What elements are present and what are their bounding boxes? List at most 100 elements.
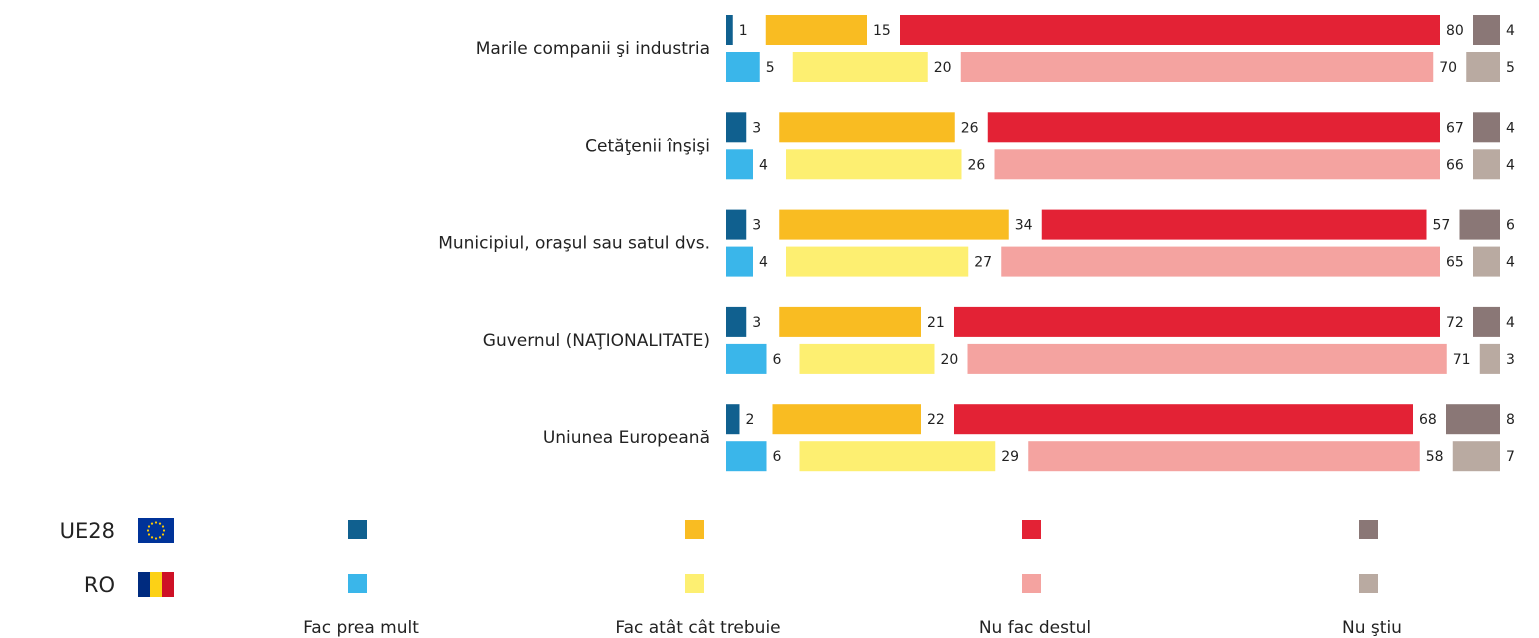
value-label: 4 [759,157,768,173]
bar-segment [1452,441,1500,472]
bar-segment [726,15,733,45]
bar-segment [765,15,867,45]
value-label: 80 [1446,23,1464,39]
bar-segment [726,112,747,143]
value-label: 68 [1419,412,1437,428]
value-label: 1 [739,23,748,39]
value-label: 4 [1506,315,1515,331]
bar-segment [994,149,1440,180]
legend-swatch [348,574,367,593]
bar-segment [792,52,928,82]
value-label: 4 [1506,157,1515,173]
bar-segment [726,404,740,435]
eu-flag [138,518,174,543]
bar-segment [960,52,1434,82]
category-label: Marile companii şi industria [476,39,710,59]
bar-segment [954,404,1413,435]
bar-segment [799,343,935,374]
bar-segment [1459,209,1500,240]
value-label: 7 [1506,449,1515,465]
value-label: 34 [1015,218,1033,234]
legend-group-label: RO [84,573,115,597]
legend-swatch [1022,520,1041,539]
bar-segment [779,112,955,143]
value-label: 26 [961,120,979,136]
legend-label: Fac atât cât trebuie [615,618,780,638]
bar-segment [1028,441,1420,472]
bar-segment [726,306,747,337]
value-label: 6 [773,449,782,465]
bar-segment [1473,15,1500,45]
bar-segment [726,209,747,240]
value-label: 3 [752,120,761,136]
value-label: 20 [934,60,952,76]
value-label: 66 [1446,157,1464,173]
bar-segment [1466,52,1500,82]
legend-swatch [1359,520,1378,539]
bar-segment [779,306,921,337]
value-label: 29 [1001,449,1019,465]
value-label: 4 [759,255,768,271]
legend-group-label: UE28 [60,519,115,543]
bar-segment [772,404,921,435]
bar-segment [1446,404,1500,435]
value-label: 15 [873,23,891,39]
bar-segment [726,441,767,472]
bar-segment [726,343,767,374]
category-label: Cetăţenii înşişi [585,136,710,156]
value-label: 21 [927,315,945,331]
value-label: 67 [1446,120,1464,136]
bar-segment [726,149,753,180]
bar-segment [967,343,1447,374]
bar-segment [786,246,969,277]
value-label: 5 [1506,60,1515,76]
legend-label: Fac prea mult [303,618,419,638]
category-label: Uniunea Europeană [543,428,710,448]
value-label: 8 [1506,412,1515,428]
value-label: 65 [1446,255,1464,271]
value-label: 27 [974,255,992,271]
value-label: 4 [1506,23,1515,39]
bar-segment [987,112,1440,143]
ro-flag [138,572,174,597]
bar-segment [1479,343,1500,374]
legend-label: Nu fac destul [979,618,1091,638]
category-label: Municipiul, oraşul sau satul dvs. [438,234,710,254]
value-label: 4 [1506,255,1515,271]
value-label: 3 [752,218,761,234]
value-label: 22 [927,412,945,428]
bar-segment [1473,112,1500,143]
legend-swatch [685,520,704,539]
legend-label: Nu ştiu [1342,618,1402,638]
bar-segment [954,306,1440,337]
bar-segment [1473,246,1500,277]
bar-segment [900,15,1440,45]
value-label: 6 [773,352,782,368]
value-label: 3 [752,315,761,331]
bar-segment [726,246,753,277]
value-label: 5 [766,60,775,76]
legend-swatch [348,520,367,539]
legend-swatch [1359,574,1378,593]
value-label: 26 [968,157,986,173]
bar-segment [779,209,1009,240]
value-label: 58 [1426,449,1444,465]
value-label: 4 [1506,120,1515,136]
value-label: 57 [1433,218,1451,234]
legend-swatch [685,574,704,593]
value-label: 71 [1453,352,1471,368]
bar-segment [786,149,962,180]
legend-swatch [1022,574,1041,593]
bar-segment [726,52,760,82]
value-label: 20 [941,352,959,368]
bar-segment [1473,149,1500,180]
value-label: 70 [1439,60,1457,76]
category-label: Guvernul (NAŢIONALITATE) [483,331,710,351]
value-label: 72 [1446,315,1464,331]
bar-segment [1473,306,1500,337]
value-label: 3 [1506,352,1515,368]
bar-segment [1041,209,1427,240]
bar-segment [1001,246,1440,277]
value-label: 2 [746,412,755,428]
